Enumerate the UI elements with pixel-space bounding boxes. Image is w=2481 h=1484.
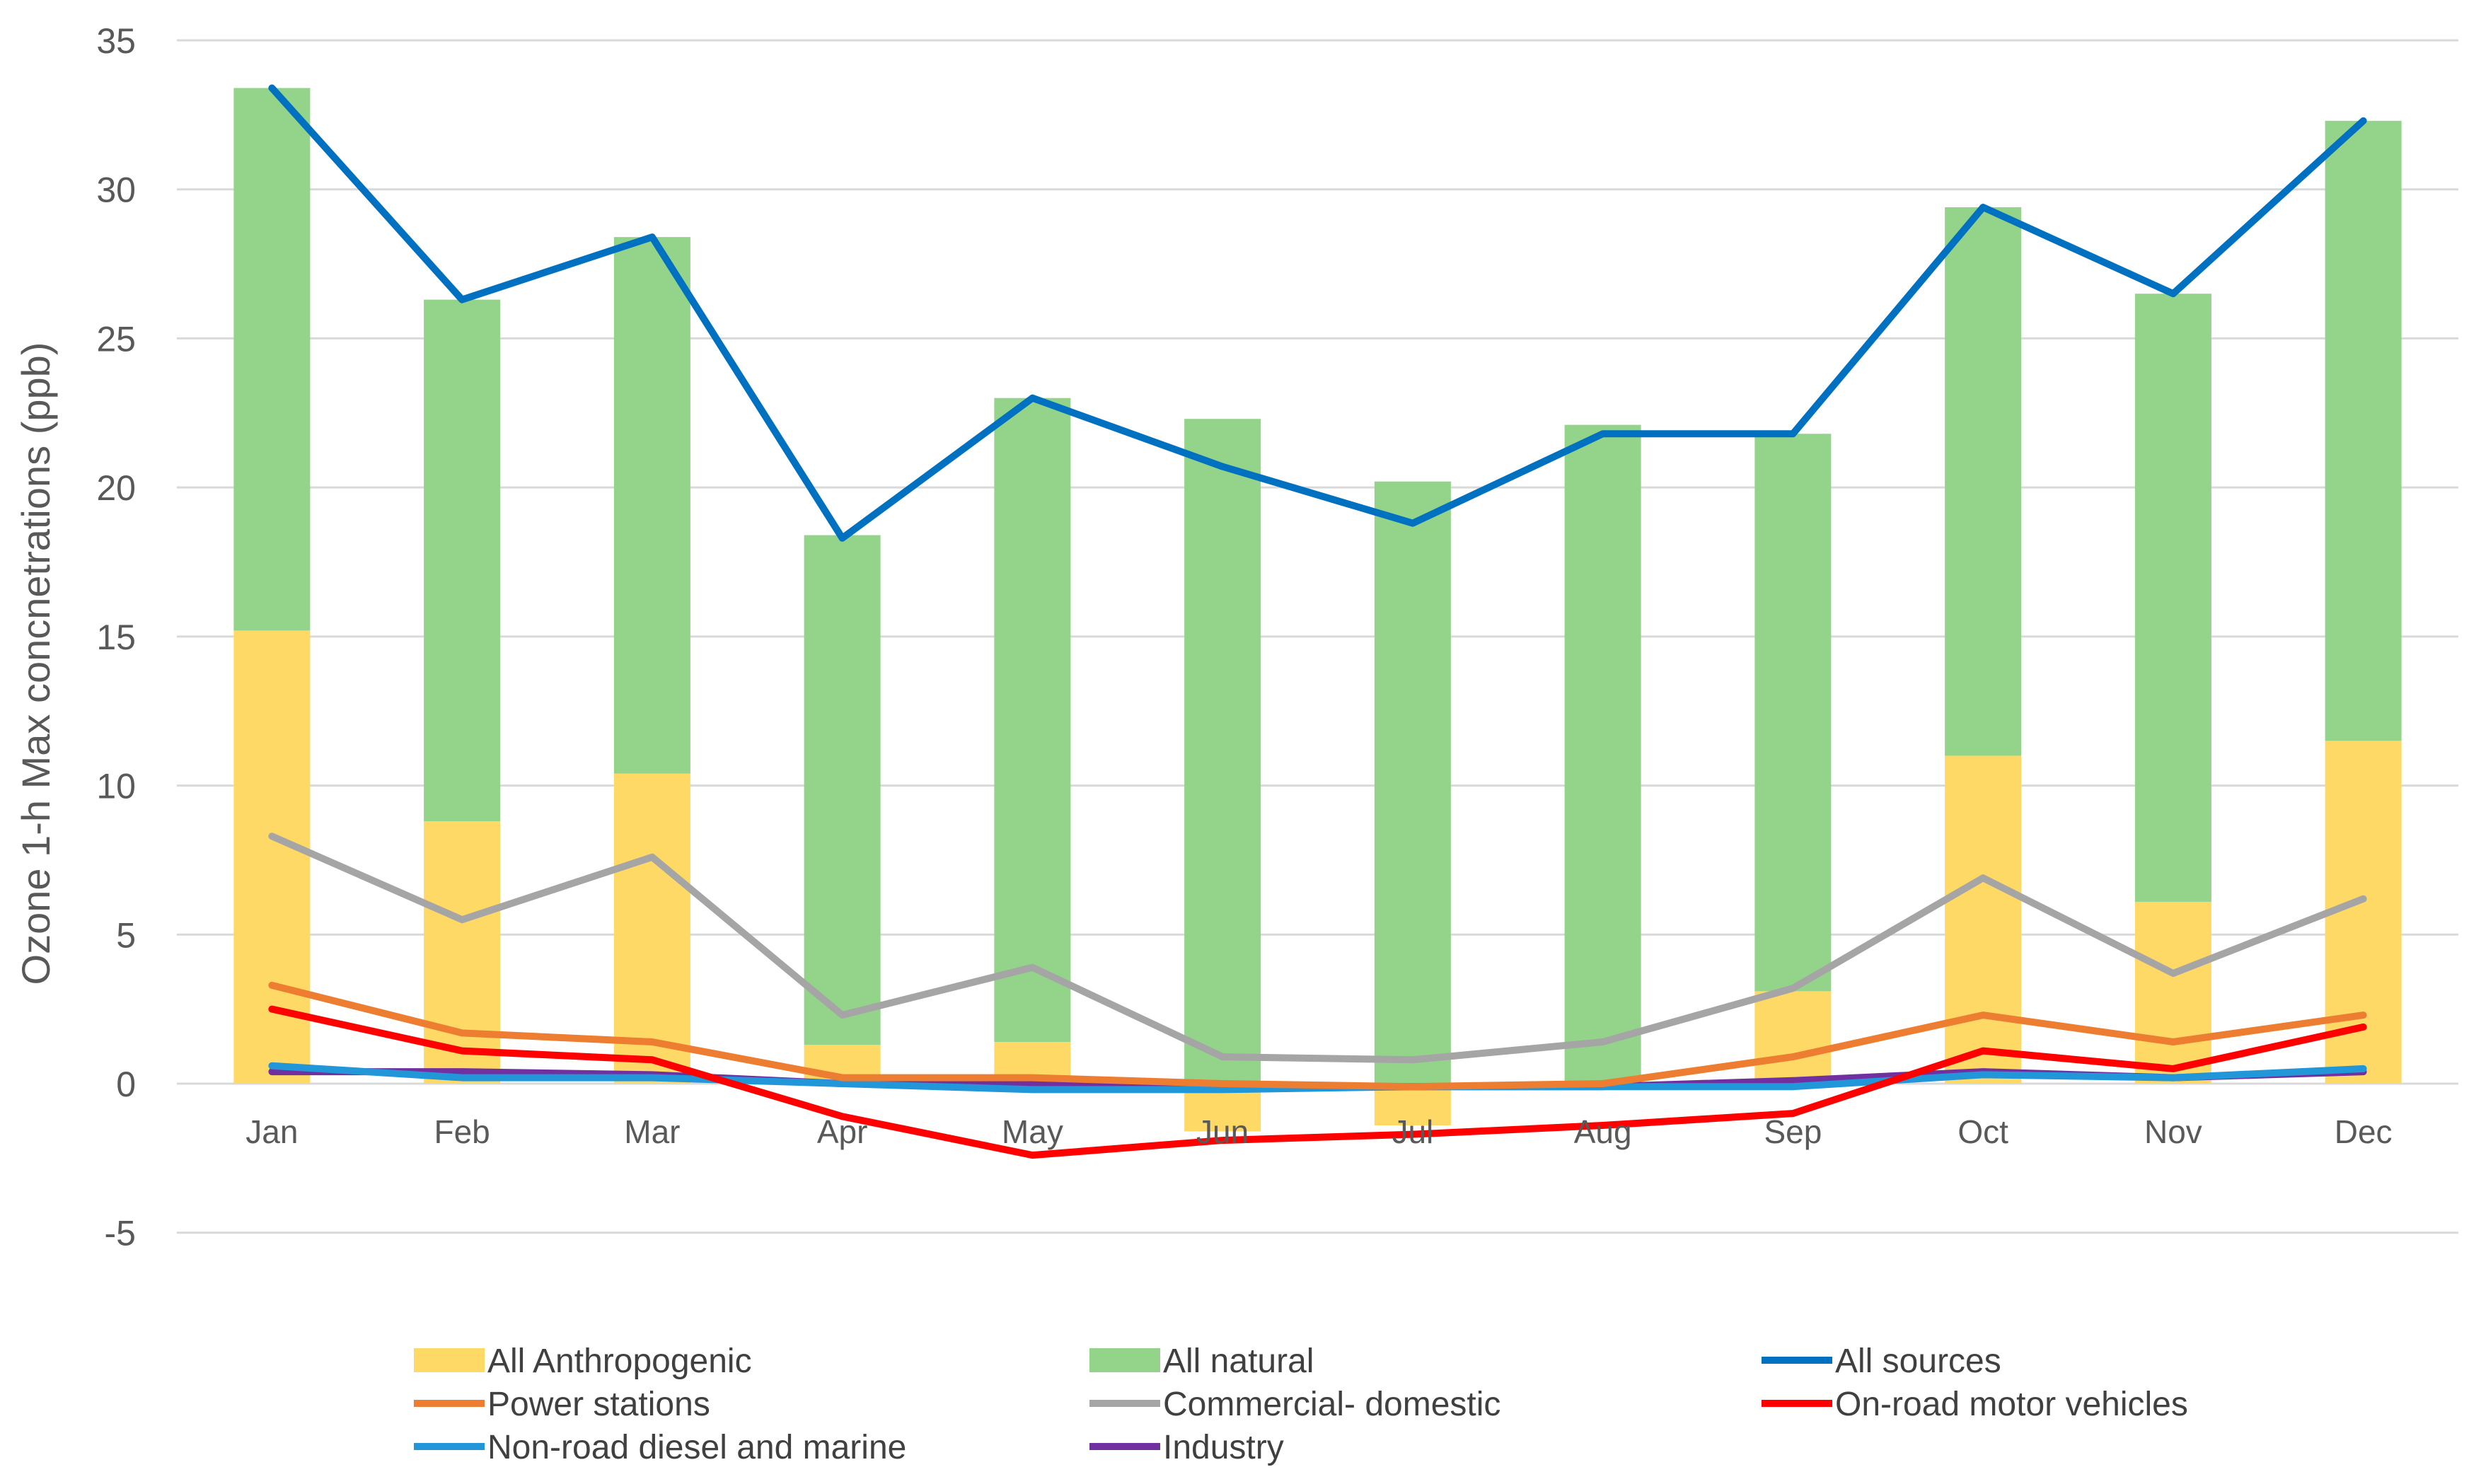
y-tick-label: 25 [96,319,136,359]
legend-label: Non-road diesel and marine [487,1429,906,1466]
legend-label: All natural [1163,1343,1314,1380]
y-tick-label: 20 [96,468,136,508]
line-commercial-domestic [268,833,2367,1064]
legend-item-on-road-motor-vehicles: On-road motor vehicles [1762,1386,2188,1423]
legend-item-non-road-diesel-and-marine: Non-road diesel and marine [414,1429,906,1466]
line-on-road-motor-vehicles [268,1005,2367,1159]
y-tick-label: -5 [105,1214,136,1253]
x-tick-label: May [1002,1113,1063,1150]
legend-item-all-anthropogenic: All Anthropogenic [414,1343,752,1380]
x-tick-label: Feb [434,1113,490,1150]
bar-all-natural-dec [2325,120,2402,741]
bar-all-natural-mar [613,237,690,774]
legend-item-all-natural: All natural [1089,1343,1314,1380]
legend-label: On-road motor vehicles [1835,1386,2188,1423]
legend-swatch [414,1348,485,1372]
bar-all-natural-apr [804,535,881,1045]
gridlines [177,39,2458,1234]
bar-all-anthropogenic-feb [424,821,501,1084]
legend-item-power-stations: Power stations [414,1386,710,1423]
x-tick-label: Sep [1764,1113,1822,1150]
bar-all-anthropogenic-mar [613,773,690,1084]
bar-all-natural-aug [1564,424,1641,1084]
y-tick-label: 5 [116,915,136,955]
x-tick-label: Aug [1574,1113,1632,1150]
bar-all-anthropogenic-jul [1374,1084,1451,1125]
legend-item-industry: Industry [1089,1429,1284,1466]
x-tick-label: Jan [245,1113,298,1150]
legend-item-all-sources: All sources [1762,1343,2001,1380]
legend-swatch [1089,1348,1160,1372]
legend-label: Commercial- domestic [1163,1386,1500,1423]
y-tick-label: 0 [116,1065,136,1104]
bar-all-natural-nov [2134,294,2211,902]
bar-all-anthropogenic-oct [1945,755,2022,1084]
bar-all-natural-jan [233,88,311,631]
y-tick-label: 10 [96,767,136,806]
bar-all-natural-jul [1374,481,1451,1084]
x-tick-label: Dec [2335,1113,2393,1150]
y-tick-label: 30 [96,170,136,210]
x-tick-label: Mar [624,1113,680,1150]
bar-all-natural-may [994,398,1071,1042]
x-tick-label: Nov [2144,1113,2202,1150]
y-axis-label: Ozone 1-h Max concnetrations (ppb) [13,342,58,985]
legend-label: All sources [1835,1343,2001,1380]
x-axis-tick-labels: Jan Feb Mar Apr May Jun Jul Aug Sep Oct Nov Dec [245,1113,2392,1150]
y-axis-tick-labels: -5 0 5 10 15 20 25 30 35 [96,21,136,1253]
legend-label: Industry [1163,1429,1284,1466]
x-tick-label: Oct [1957,1113,2008,1150]
bar-all-anthropogenic-sep [1754,991,1832,1084]
bar-all-natural-jun [1184,419,1261,1084]
legend-label: All Anthropogenic [487,1343,752,1380]
line-all-sources [268,84,2367,542]
x-tick-label: Jul [1392,1113,1433,1150]
x-tick-label: Apr [817,1113,868,1150]
series-lines [268,84,2367,1159]
y-tick-label: 35 [96,21,136,61]
line-power-stations [268,981,2367,1091]
bar-all-anthropogenic-nov [2134,901,2211,1084]
bar-all-natural-sep [1754,434,1832,992]
legend-item-commercial-domestic: Commercial- domestic [1089,1386,1500,1423]
x-tick-label: Jun [1196,1113,1249,1150]
y-tick-label: 15 [96,618,136,657]
bar-all-natural-feb [424,299,501,822]
legend: All Anthropogenic All natural All sources P… [414,1343,2188,1466]
bar-all-natural-oct [1945,207,2022,756]
legend-label: Power stations [487,1386,710,1423]
stacked-bars [233,88,2402,1132]
